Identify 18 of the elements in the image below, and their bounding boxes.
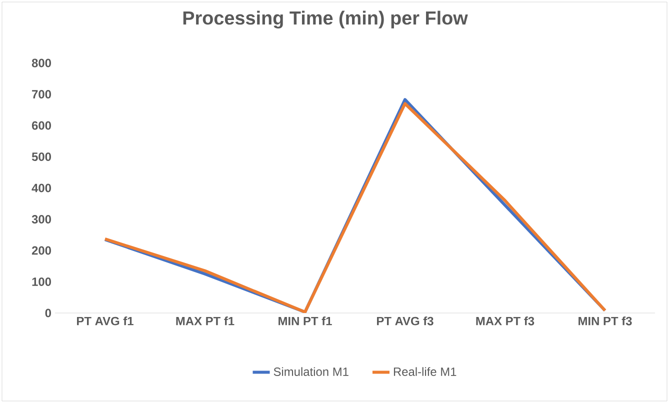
y-tick-label: 100: [32, 278, 51, 286]
x-tick-label: MIN PT f1: [278, 316, 332, 326]
y-tick-label: 400: [32, 184, 51, 192]
y-tick-label: 500: [32, 152, 51, 161]
x-tick-label: MAX PT f3: [476, 316, 534, 326]
x-tick-label: MIN PT f3: [578, 316, 632, 326]
x-tick-label: PT AVG f3: [377, 316, 434, 326]
y-tick-label: 300: [32, 215, 51, 224]
y-tick-label: 700: [32, 90, 51, 98]
chart-title: Processing Time (min) per Flow: [183, 10, 468, 29]
x-tick-label: MAX PT f1: [176, 316, 234, 326]
y-tick-label: 200: [32, 246, 51, 255]
legend-label: Real-life M1: [394, 367, 456, 376]
legend-label: Simulation M1: [274, 367, 348, 376]
y-tick-label: 600: [32, 121, 51, 130]
x-tick-label: PT AVG f1: [77, 316, 134, 326]
y-tick-label: 800: [32, 58, 51, 68]
y-tick-label: 0: [45, 308, 51, 318]
